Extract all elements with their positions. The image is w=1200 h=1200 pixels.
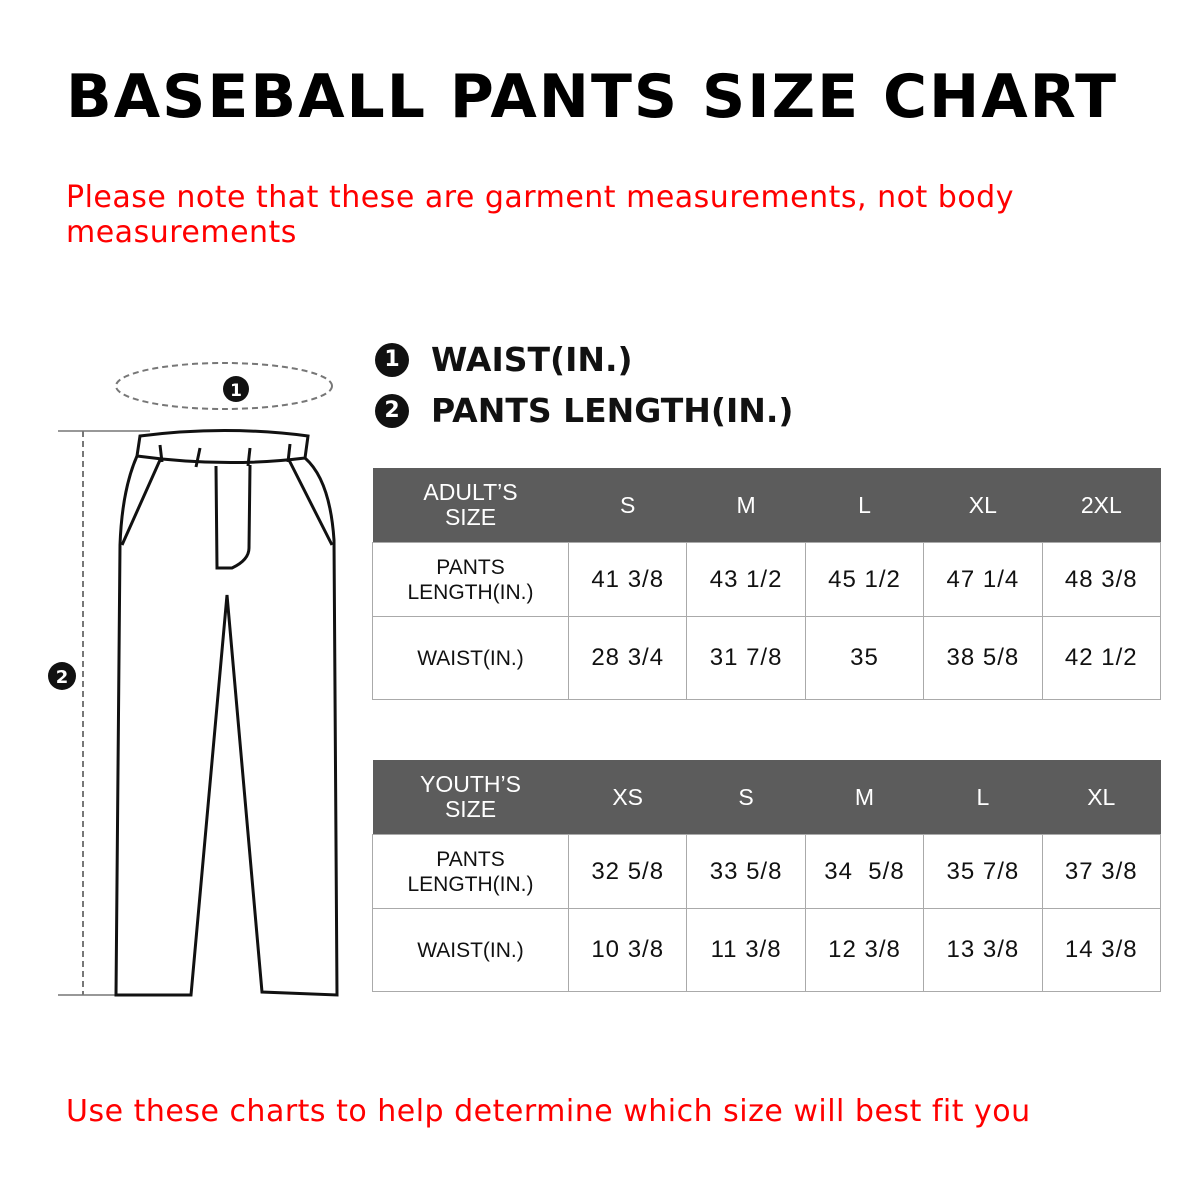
table-cell: 37 3/8 <box>1041 834 1162 909</box>
pants-outline-icon <box>114 429 339 997</box>
column-header: L <box>805 468 924 543</box>
number-2-icon: 2 <box>375 393 409 428</box>
table-cell: 35 <box>804 616 925 700</box>
table-cell: 13 3/8 <box>923 908 1043 992</box>
table-cell: 45 1/2 <box>804 542 925 617</box>
row-label: WAIST(IN.) <box>372 616 569 700</box>
row-label: PANTS LENGTH(IN.) <box>372 542 569 617</box>
table-cell: 14 3/8 <box>1041 908 1162 992</box>
column-header: M <box>686 468 806 543</box>
legend-length: 2 PANTS LENGTH(IN.) <box>375 391 794 430</box>
table-cell: 42 1/2 <box>1041 616 1162 700</box>
legend-label: PANTS LENGTH(IN.) <box>431 391 794 430</box>
table-row: PANTS LENGTH(IN.) 32 5/8 33 5/8 34 5/8 3… <box>372 834 1162 909</box>
legend-waist: 1 WAIST(IN.) <box>375 340 633 379</box>
table-row: WAIST(IN.) 28 3/4 31 7/8 35 38 5/8 42 1/… <box>372 616 1162 700</box>
youth-size-table: YOUTH’S SIZE XS S M L XL PANTS LENGTH(IN… <box>372 760 1162 992</box>
table-cell: 38 5/8 <box>923 616 1043 700</box>
table-cell: 12 3/8 <box>804 908 925 992</box>
svg-text:1: 1 <box>230 381 242 401</box>
table-cell: 32 5/8 <box>567 834 688 909</box>
column-header: ADULT’S SIZE <box>372 468 569 543</box>
row-label: WAIST(IN.) <box>372 908 569 992</box>
table-row: WAIST(IN.) 10 3/8 11 3/8 12 3/8 13 3/8 1… <box>372 908 1162 992</box>
table-cell: 47 1/4 <box>923 542 1043 617</box>
table-cell: 43 1/2 <box>686 542 806 617</box>
table-cell: 35 7/8 <box>923 834 1043 909</box>
adult-size-table: ADULT’S SIZE S M L XL 2XL PANTS LENGTH(I… <box>372 468 1162 700</box>
table-header-row: YOUTH’S SIZE XS S M L XL <box>372 760 1161 835</box>
column-header: XS <box>568 760 687 835</box>
column-header: S <box>686 760 806 835</box>
column-header: S <box>568 468 687 543</box>
waist-measure-icon: 1 <box>115 362 333 410</box>
fit-note: Use these charts to help determine which… <box>66 1094 1031 1129</box>
column-header: L <box>923 760 1043 835</box>
table-row: PANTS LENGTH(IN.) 41 3/8 43 1/2 45 1/2 4… <box>372 542 1162 617</box>
garment-note: Please note that these are garment measu… <box>66 180 1014 250</box>
column-header: M <box>805 760 924 835</box>
table-cell: 41 3/8 <box>567 542 688 617</box>
row-label: PANTS LENGTH(IN.) <box>372 834 569 909</box>
legend-label: WAIST(IN.) <box>431 340 633 379</box>
svg-text:2: 2 <box>56 667 69 688</box>
table-cell: 28 3/4 <box>567 616 688 700</box>
column-header: XL <box>923 468 1043 543</box>
column-header: XL <box>1042 760 1161 835</box>
table-cell: 48 3/8 <box>1041 542 1162 617</box>
table-cell: 31 7/8 <box>686 616 806 700</box>
table-cell: 33 5/8 <box>686 834 806 909</box>
number-1-icon: 1 <box>375 342 409 377</box>
table-cell: 34 5/8 <box>804 834 925 909</box>
table-cell: 11 3/8 <box>686 908 806 992</box>
table-header-row: ADULT’S SIZE S M L XL 2XL <box>372 468 1161 543</box>
table-cell: 10 3/8 <box>567 908 688 992</box>
column-header: YOUTH’S SIZE <box>372 760 569 835</box>
pants-diagram: 1 2 <box>48 362 339 997</box>
column-header: 2XL <box>1042 468 1161 543</box>
page-title: BASEBALL PANTS SIZE CHART <box>66 62 1119 132</box>
